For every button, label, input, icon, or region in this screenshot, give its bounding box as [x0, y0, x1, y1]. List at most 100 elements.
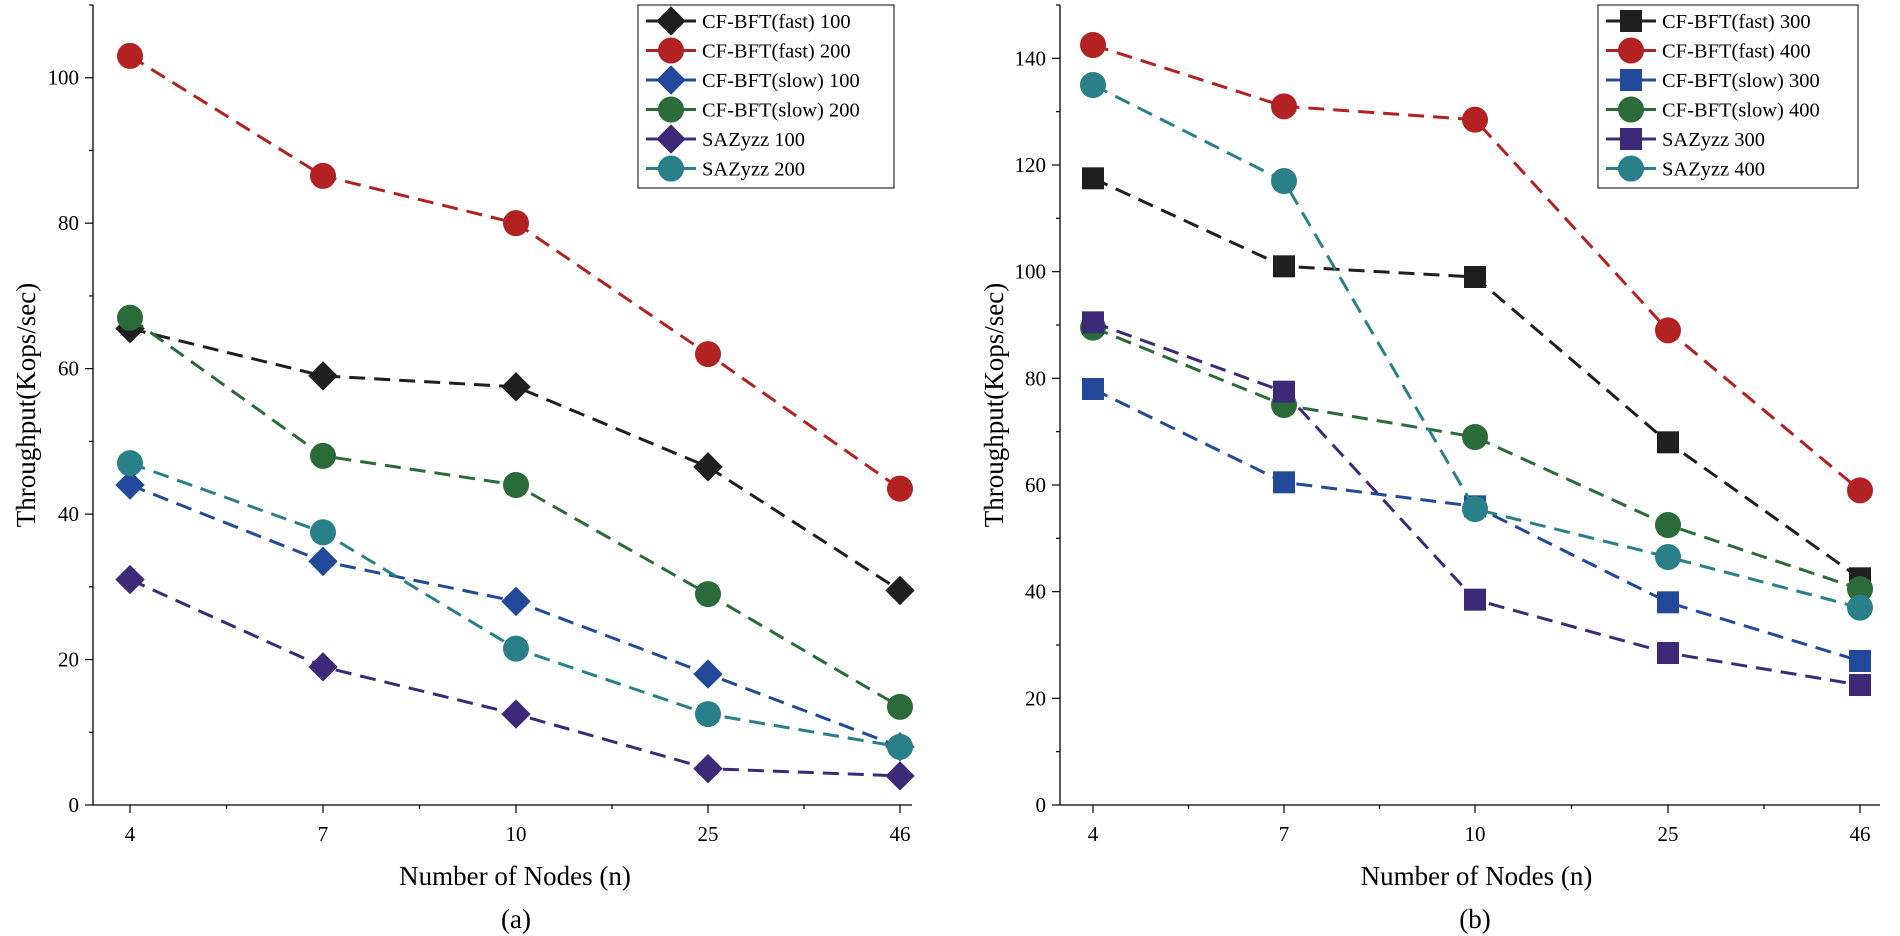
- panel-a-data-point: [695, 581, 721, 608]
- panel-a-data-point: [115, 470, 145, 500]
- panel-b-data-point: [1655, 512, 1681, 538]
- panel-a-data-point: [503, 210, 529, 237]
- panel-b-y-tick-label: 140: [1015, 46, 1047, 70]
- panel-a-y-tick-label: 60: [58, 357, 79, 381]
- panel-b-data-point: [1273, 471, 1295, 494]
- panel-a-legend-label: SAZyzz 100: [702, 129, 805, 151]
- panel-b-data-point: [1273, 380, 1295, 403]
- panel-b-data-point: [1847, 477, 1873, 504]
- panel-b-data-point: [1655, 317, 1681, 344]
- panel-a-chart: 0 20 40 60 80 100 4 7 10 25 46 Throughput(Kops/sec)…: [11, 4, 915, 934]
- panel-a-legend-label: CF-BFT(slow) 100: [702, 70, 860, 92]
- panel-b-y-axis-title: Throughput(Kops/sec): [979, 283, 1009, 527]
- panel-b-x-axis-title: Number of Nodes (n): [1361, 861, 1593, 891]
- panel-a-legend: CF-BFT(fast) 100 CF-BFT(fast) 200 CF-BFT(s…: [637, 4, 895, 189]
- panel-b-data-point: [1462, 496, 1488, 522]
- panel-b-series-0: [1082, 167, 1871, 590]
- panel-a-data-point: [887, 475, 913, 502]
- panel-a-x-tick-label: 46: [890, 822, 911, 846]
- panel-a-data-point: [115, 564, 145, 595]
- panel-a-data-point: [887, 693, 913, 720]
- panel-b-legend-marker: [1618, 37, 1644, 64]
- panel-a-series-4: [115, 564, 915, 791]
- panel-b-data-point: [1082, 167, 1104, 190]
- panel-b-y-tick-label: 120: [1015, 153, 1047, 177]
- panel-b-data-point: [1080, 32, 1106, 58]
- panel-b-x-tick-label: 46: [1850, 822, 1871, 846]
- panel-a-data-point: [885, 575, 915, 606]
- panel-a-data-point: [310, 442, 336, 469]
- panel-b-x-tick-label: 4: [1088, 822, 1099, 846]
- panel-a-series-1: [117, 42, 913, 502]
- panel-a-x-axis-title: Number of Nodes (n): [399, 861, 631, 891]
- panel-a-legend-label: CF-BFT(fast) 100: [702, 11, 851, 33]
- panel-b-series-1: [1080, 32, 1873, 504]
- panel-b-legend-label: SAZyzz 300: [1662, 129, 1765, 151]
- panel-b-data-point: [1657, 431, 1679, 454]
- panel-b-y-tick-label: 100: [1015, 260, 1047, 284]
- panel-b-data-point: [1655, 544, 1681, 570]
- panel-b-series-line: [1092, 326, 1861, 591]
- panel-b-series-line: [1092, 83, 1861, 610]
- panel-b-data-point: [1082, 378, 1104, 400]
- panel-a-data-point: [693, 753, 723, 784]
- panel-a-series-3: [117, 304, 913, 720]
- panel-a-legend-marker: [658, 37, 684, 64]
- panel-b-legend-marker: [1618, 155, 1644, 182]
- panel-b-chart: 0 20 40 60 80 100 120 140 4 7 10 25 46 Throughput(Kop…: [979, 4, 1880, 934]
- panel-a-data-point: [501, 586, 531, 617]
- panel-b-series-3: [1080, 314, 1873, 602]
- panel-a-data-point: [885, 761, 915, 791]
- panel-b-legend-marker: [1618, 96, 1644, 123]
- panel-b-legend-label: CF-BFT(slow) 400: [1662, 100, 1820, 122]
- panel-b-data-point: [1462, 424, 1488, 450]
- panel-b-legend-label: CF-BFT(fast) 300: [1662, 11, 1811, 33]
- panel-a-data-point: [501, 372, 531, 402]
- panel-b-legend-label: SAZyzz 400: [1662, 159, 1765, 181]
- panel-b-data-point: [1273, 255, 1295, 278]
- panel-b-data-point: [1271, 168, 1297, 194]
- panel-a-data-point: [695, 701, 721, 728]
- panel-b-y-tick-label: 80: [1025, 366, 1046, 390]
- panel-a-legend-box: [637, 4, 895, 189]
- panel-b-data-point: [1080, 72, 1106, 98]
- panel-a-data-point: [117, 42, 143, 69]
- panel-a-data-point: [693, 452, 723, 482]
- panel-a-data-point: [117, 304, 143, 331]
- panel-b-data-point: [1847, 594, 1873, 621]
- panel-b-legend-marker: [1620, 128, 1642, 150]
- panel-a-data-point: [308, 361, 338, 391]
- panel-a-data-point: [887, 733, 913, 760]
- panel-a-series-line: [129, 327, 901, 592]
- panel-b-data-point: [1849, 650, 1871, 672]
- panel-a-y-tick-label: 80: [58, 211, 79, 235]
- panel-a-y-tick-label: 100: [48, 66, 80, 90]
- panel-a-legend-marker: [656, 65, 686, 95]
- panel-a-legend-label: CF-BFT(fast) 200: [702, 41, 851, 63]
- panel-a-y-axis-title: Throughput(Kops/sec): [11, 283, 41, 527]
- panel-b-data-point: [1657, 591, 1679, 614]
- panel-b-legend-marker: [1620, 10, 1642, 32]
- panel-a-data-point: [503, 635, 529, 662]
- panel-b-data-point: [1849, 674, 1871, 696]
- panel-b-legend-label: CF-BFT(fast) 400: [1662, 41, 1811, 63]
- panel-a-legend-marker: [658, 155, 684, 182]
- panel-b-data-point: [1271, 93, 1297, 120]
- panel-a-data-point: [501, 699, 531, 729]
- panel-a-legend-marker: [658, 96, 684, 123]
- panel-b-y-tick-label: 40: [1025, 580, 1046, 604]
- panel-a-data-point: [117, 450, 143, 477]
- panel-a-data-point: [310, 162, 336, 189]
- panel-b-series-2: [1082, 378, 1871, 672]
- panel-a-data-point: [308, 652, 338, 682]
- panel-a-x-tick-label: 4: [125, 822, 136, 846]
- panel-a-series-0: [115, 313, 915, 606]
- panel-a-legend-label: CF-BFT(slow) 200: [702, 100, 860, 122]
- panel-b-series-5: [1080, 72, 1873, 621]
- panel-a-legend-marker: [656, 124, 686, 154]
- panel-a-x-tick-label: 7: [318, 822, 329, 846]
- panel-b-y-tick-label: 60: [1025, 473, 1046, 497]
- panel-b-legend-label: CF-BFT(slow) 300: [1662, 70, 1820, 92]
- panel-a-label: (a): [501, 904, 531, 934]
